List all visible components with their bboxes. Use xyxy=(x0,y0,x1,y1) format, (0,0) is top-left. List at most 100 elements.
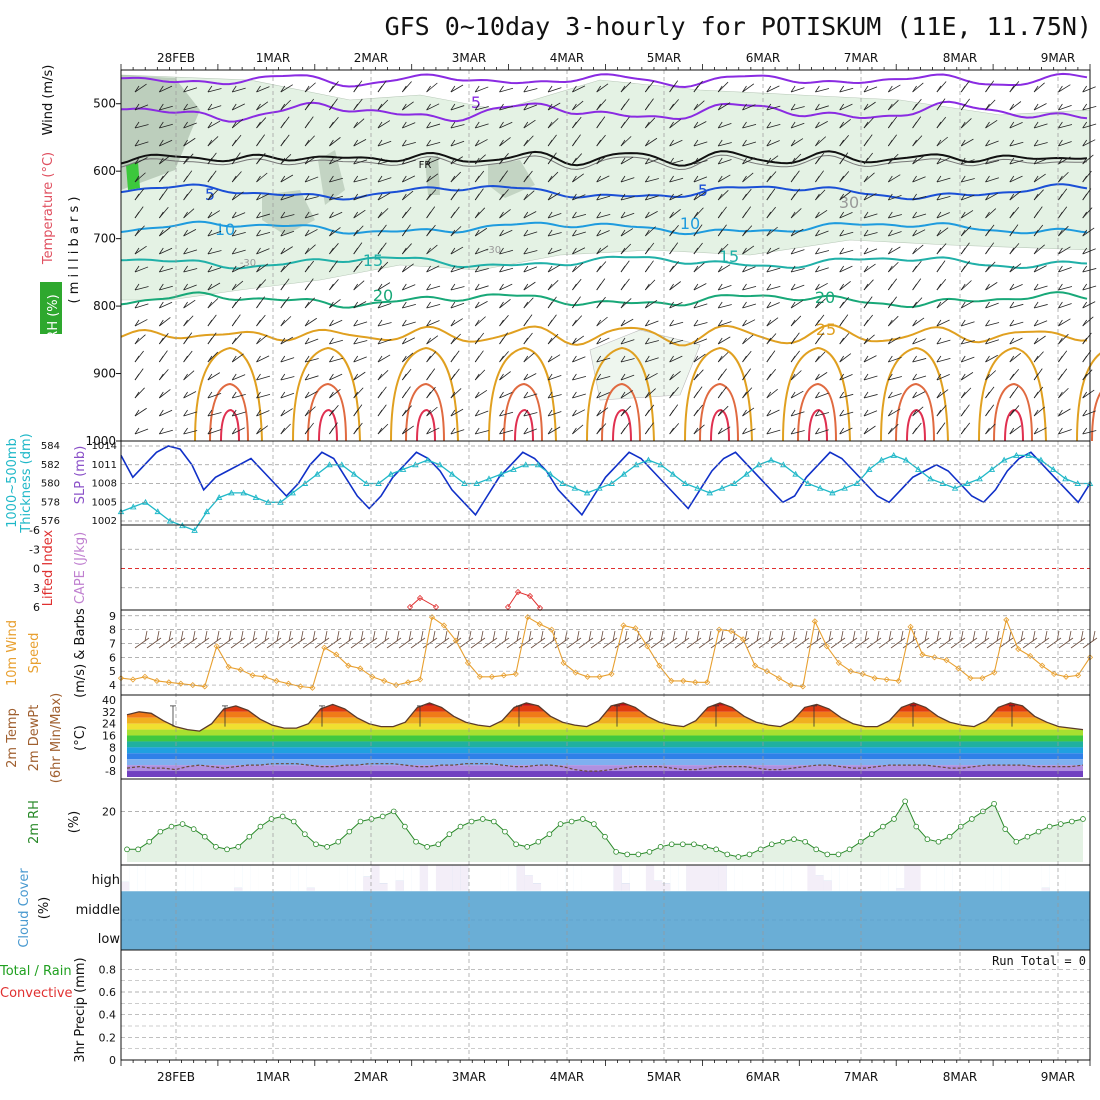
y-tick-label: 800 xyxy=(93,299,116,313)
date-label-bottom: 8MAR xyxy=(943,1070,978,1084)
cloud-high-gap xyxy=(266,865,275,891)
wind-barb xyxy=(329,339,344,345)
wind-barb xyxy=(1033,121,1039,129)
wind-barb xyxy=(450,286,465,291)
wind-barb xyxy=(815,429,829,435)
wind-barb xyxy=(742,427,747,435)
wind-barb xyxy=(329,319,343,327)
wind-barb xyxy=(1009,337,1015,345)
cloud-high-gap xyxy=(928,865,937,891)
wind-barb xyxy=(863,229,869,237)
wind-barb xyxy=(499,85,504,93)
wind-barb xyxy=(669,281,681,291)
wind-speed-point xyxy=(345,662,352,669)
thickness-point xyxy=(988,466,996,472)
wind-barb xyxy=(232,411,246,417)
y-axis-label: Wind (m/s) xyxy=(41,65,56,136)
wind-barb xyxy=(134,637,150,649)
wind-barb xyxy=(912,337,917,345)
wind-barb xyxy=(426,406,438,417)
cloud-high-gap xyxy=(298,865,307,891)
wind-barb xyxy=(523,103,529,111)
wind-barb xyxy=(1058,319,1063,327)
wind-barb xyxy=(645,137,658,147)
wind-barb xyxy=(1082,355,1088,363)
li-point xyxy=(514,588,522,596)
wind-barb xyxy=(256,229,261,237)
wind-barb xyxy=(669,321,684,327)
wind-barb xyxy=(961,321,975,327)
thickness-point xyxy=(313,470,321,477)
wind-barb xyxy=(231,319,237,327)
wind-barb xyxy=(815,211,820,219)
cloud-high-gap xyxy=(1009,865,1018,891)
wind-barb xyxy=(426,265,440,273)
wind-barb xyxy=(863,265,869,273)
wind-barb xyxy=(669,177,684,183)
wind-barb xyxy=(863,86,878,93)
wind-barb xyxy=(377,139,383,147)
wind-barb xyxy=(158,373,164,381)
wind-barb xyxy=(815,250,830,255)
wind-barb xyxy=(888,231,902,237)
wind-barb xyxy=(912,229,926,237)
wind-barb xyxy=(242,637,258,649)
wind-barb xyxy=(815,412,830,417)
wind-barb xyxy=(207,120,221,129)
y-tick-label: 0 xyxy=(109,753,116,766)
thickness-point xyxy=(510,466,517,472)
wind-barb xyxy=(985,177,999,183)
wind-barb xyxy=(474,337,480,345)
wind-barb xyxy=(572,283,577,291)
wind-barb xyxy=(499,283,504,291)
wind-barb xyxy=(256,391,261,399)
wind-barb xyxy=(304,265,310,273)
wind-barb xyxy=(170,637,186,649)
wind-barb xyxy=(602,637,618,649)
wind-barb xyxy=(207,412,222,417)
wind-barb xyxy=(620,228,634,237)
rh2m-point xyxy=(513,841,519,848)
wind-barb xyxy=(158,283,164,291)
wind-barb xyxy=(402,321,416,327)
wind-barb xyxy=(329,137,341,147)
wind-barb xyxy=(377,391,383,399)
wind-speed-point xyxy=(656,662,663,669)
cloud-high-gap xyxy=(540,865,550,891)
isotherm-line xyxy=(120,183,1088,201)
wind-barb xyxy=(280,392,295,399)
wind-barb xyxy=(523,139,529,147)
wind-barb xyxy=(450,226,462,237)
thickness-point xyxy=(424,456,431,463)
y-tick-label: -8 xyxy=(105,765,116,778)
wind-barb xyxy=(401,247,407,255)
wind-barb xyxy=(887,301,893,309)
wind-barb xyxy=(936,157,942,165)
wind-barb xyxy=(1033,244,1045,255)
isotherm-line xyxy=(993,382,1033,442)
wind-barb xyxy=(1033,193,1039,201)
wind-barb xyxy=(693,85,699,93)
wind-barb xyxy=(450,175,456,183)
rh2m-point xyxy=(746,851,753,858)
isotherm-line xyxy=(416,408,436,442)
wind-barb xyxy=(426,103,440,111)
wind-barb xyxy=(985,265,990,273)
wind-barb xyxy=(158,175,164,183)
wind-barb xyxy=(329,299,341,309)
wind-barb xyxy=(207,230,222,237)
cloud-high-gap xyxy=(662,865,671,884)
panel-frame xyxy=(120,949,1091,1061)
wind-barb xyxy=(1033,157,1039,165)
wind-barb xyxy=(547,355,553,363)
wind-barb xyxy=(790,355,796,363)
wind-barb xyxy=(207,88,222,93)
wind-barb xyxy=(499,299,511,309)
wind-barb xyxy=(1058,283,1063,291)
wind-barb xyxy=(1033,103,1039,111)
wind-barb xyxy=(766,85,780,93)
wind-barb xyxy=(686,637,702,649)
cloud-high-gap xyxy=(484,865,493,891)
wind-barb xyxy=(183,122,197,129)
